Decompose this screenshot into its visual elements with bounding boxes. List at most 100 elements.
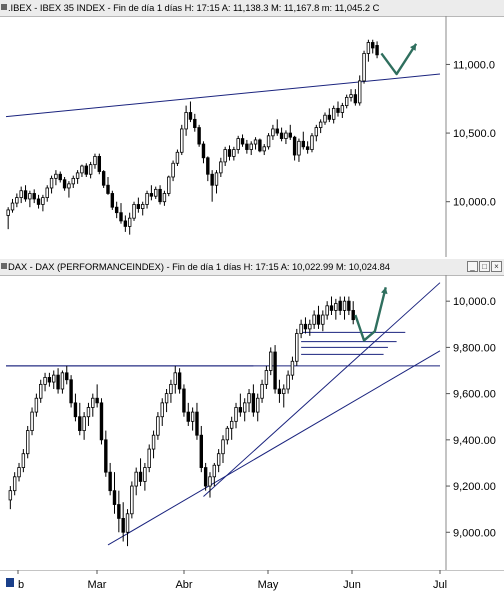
candle [358, 75, 362, 106]
candle [197, 124, 201, 147]
candle [143, 462, 147, 491]
candle [342, 296, 347, 320]
ibex-chart[interactable]: 11,000.0 10,500.0 10,000.0 [0, 16, 504, 257]
candle [78, 402, 82, 436]
candle [236, 135, 240, 154]
candle [182, 384, 186, 417]
candle [327, 108, 332, 123]
candle [286, 370, 290, 394]
candle [65, 365, 69, 385]
candle [169, 379, 173, 403]
x-tick-label: Abr [175, 579, 192, 591]
candle [282, 384, 286, 408]
candle [258, 138, 262, 153]
candle [177, 368, 182, 394]
candle [151, 430, 156, 459]
candle [271, 124, 275, 140]
candle [260, 379, 264, 403]
chart-icon [1, 263, 7, 269]
projection-arrow [354, 287, 387, 342]
candle [210, 170, 214, 202]
candle [108, 462, 112, 496]
candle [284, 130, 288, 145]
candle [329, 296, 334, 316]
dax-chart[interactable]: 10,000.0 9,800.00 9,600.00 9,400.00 9,200.00… [0, 275, 504, 570]
trend-line [5, 73, 441, 118]
candle [141, 201, 145, 216]
candle [240, 134, 245, 147]
candle [175, 149, 180, 167]
candle [331, 105, 336, 124]
candle [125, 509, 130, 547]
trend-line [203, 282, 441, 497]
candle [238, 393, 243, 417]
minimize-button[interactable]: _ [467, 261, 478, 272]
candle [253, 137, 258, 150]
candle [130, 481, 134, 519]
candle [49, 175, 54, 194]
y-tick-label: 10,000.0 [453, 296, 496, 308]
time-axis: b Mar Abr May Jun Jul [0, 570, 504, 591]
x-tick-label: Jun [343, 579, 361, 591]
y-tick-label: 9,600.00 [453, 389, 496, 401]
candle [262, 144, 266, 156]
candle [71, 175, 75, 188]
y-tick-label: 9,800.00 [453, 342, 496, 354]
candle [203, 462, 208, 491]
candle [17, 462, 21, 482]
y-tick-label: 9,400.00 [453, 435, 496, 447]
candle [232, 146, 236, 161]
candle [340, 102, 345, 118]
candle [247, 388, 251, 413]
x-tick-label: Jul [433, 579, 447, 591]
candle [269, 347, 273, 376]
y-tick-label: 11,000.0 [453, 59, 495, 71]
candle [245, 139, 249, 154]
candle [39, 379, 43, 403]
candle [305, 141, 310, 154]
scroll-left-icon[interactable] [6, 578, 14, 587]
chart-icon [1, 4, 7, 10]
candle [199, 425, 204, 473]
ibex-title-bar: .IBEX - IBEX 35 INDEX - Fin de día 1 día… [0, 0, 504, 17]
ibex-chart-title: .IBEX - IBEX 35 INDEX - Fin de día 1 día… [8, 2, 380, 13]
x-tick-label: b [18, 579, 24, 591]
projection-arrowhead [409, 43, 417, 51]
candle [206, 156, 210, 182]
candle [312, 310, 316, 329]
candle [292, 135, 297, 161]
candle [264, 365, 269, 389]
y-tick-label: 9,000.00 [453, 527, 496, 539]
candle [310, 133, 314, 153]
maximize-button[interactable]: □ [479, 261, 490, 272]
candle [201, 141, 206, 164]
candle [234, 402, 238, 429]
candle [132, 201, 136, 221]
candle [134, 467, 138, 496]
candle [123, 215, 128, 232]
candle [43, 372, 47, 392]
close-button[interactable]: × [491, 261, 502, 272]
candle [323, 112, 327, 125]
candle [56, 368, 60, 394]
candle [82, 412, 86, 440]
candle [301, 131, 305, 150]
candle [58, 171, 62, 183]
candle [318, 119, 323, 134]
candle [193, 113, 197, 132]
candle [223, 146, 227, 167]
candle [295, 328, 299, 366]
x-tick-label: May [258, 579, 279, 591]
candle [97, 153, 102, 175]
candle [208, 472, 212, 498]
candle [147, 444, 151, 473]
candle [30, 407, 34, 436]
candle [73, 393, 78, 422]
candle [375, 41, 379, 59]
candle [36, 194, 41, 209]
candle [110, 190, 115, 210]
candle [171, 160, 175, 182]
candle [80, 164, 84, 177]
candle [338, 296, 342, 316]
candle [188, 101, 193, 123]
